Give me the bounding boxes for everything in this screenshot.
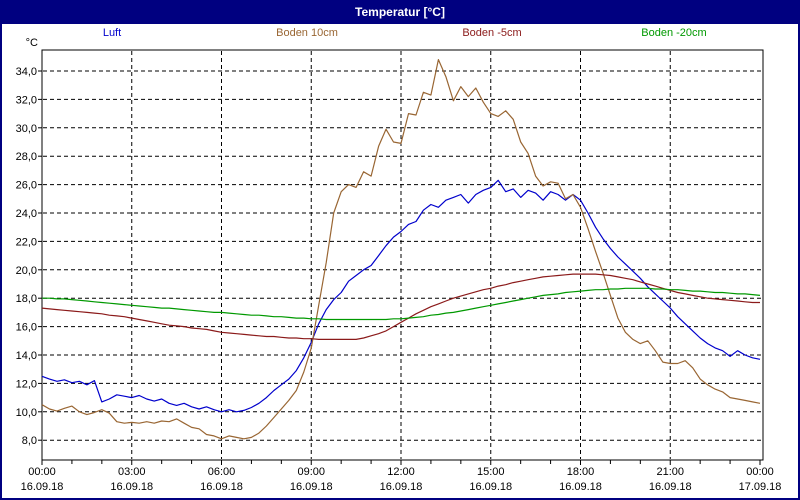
plot-border <box>41 49 764 461</box>
legend: Luft Boden 10cm Boden -5cm Boden -20cm <box>2 24 798 42</box>
y-tick-label: 28,0 <box>16 151 37 163</box>
legend-item-boden-minus5cm: Boden -5cm <box>462 27 522 39</box>
legend-item-boden-minus20cm: Boden -20cm <box>641 27 707 39</box>
x-tick-time-label: 06:00 <box>208 466 236 478</box>
x-tick-time-label: 09:00 <box>297 466 325 478</box>
x-tick-date-label: 16.09.18 <box>290 481 333 493</box>
y-tick-label: 14,0 <box>16 350 37 362</box>
y-axis-unit-label: °C <box>26 37 38 49</box>
y-tick-label: 16,0 <box>16 322 37 334</box>
x-tick-time-label: 18:00 <box>567 466 595 478</box>
x-tick-time-label: 00:00 <box>28 466 56 478</box>
y-tick-label: 34,0 <box>16 66 37 78</box>
series-line-luft <box>41 179 761 413</box>
legend-item-luft: Luft <box>102 27 122 39</box>
x-tick-date-label: 16.09.18 <box>21 481 64 493</box>
y-tick-label: 22,0 <box>16 236 37 248</box>
y-tick-label: 32,0 <box>16 94 37 106</box>
series-line-boden-20cm <box>42 287 761 321</box>
y-tick-label: 26,0 <box>16 180 37 192</box>
x-tick-date-label: 16.09.18 <box>110 481 153 493</box>
series-line-boden-5cm <box>41 273 760 340</box>
y-tick-label: 20,0 <box>16 265 37 277</box>
x-tick-date-label: 16.09.18 <box>200 481 243 493</box>
y-tick-label: 12,0 <box>16 378 37 390</box>
y-tick-label: 30,0 <box>16 123 37 135</box>
y-tick-label: 8,0 <box>22 435 37 447</box>
y-tick-label: 24,0 <box>16 208 37 220</box>
x-tick-date-label: 16.09.18 <box>559 481 602 493</box>
y-tick-label: 18,0 <box>16 293 37 305</box>
series-line-boden-10cm <box>41 58 761 440</box>
y-tick-label: 10,0 <box>16 407 37 419</box>
x-tick-date-label: 16.09.18 <box>649 481 692 493</box>
x-tick-time-label: 21:00 <box>656 466 684 478</box>
page-title: Temperatur [°C] <box>355 5 445 19</box>
x-tick-date-label: 16.09.18 <box>469 481 512 493</box>
x-tick-time-label: 00:00 <box>746 466 774 478</box>
x-tick-time-label: 03:00 <box>118 466 146 478</box>
title-bar: Temperatur [°C] <box>2 2 798 24</box>
x-tick-time-label: 15:00 <box>477 466 505 478</box>
legend-item-boden-10cm: Boden 10cm <box>276 27 338 39</box>
x-tick-time-label: 12:00 <box>387 466 415 478</box>
x-tick-date-label: 16.09.18 <box>380 481 423 493</box>
x-tick-date-label: 17.09.18 <box>739 481 782 493</box>
